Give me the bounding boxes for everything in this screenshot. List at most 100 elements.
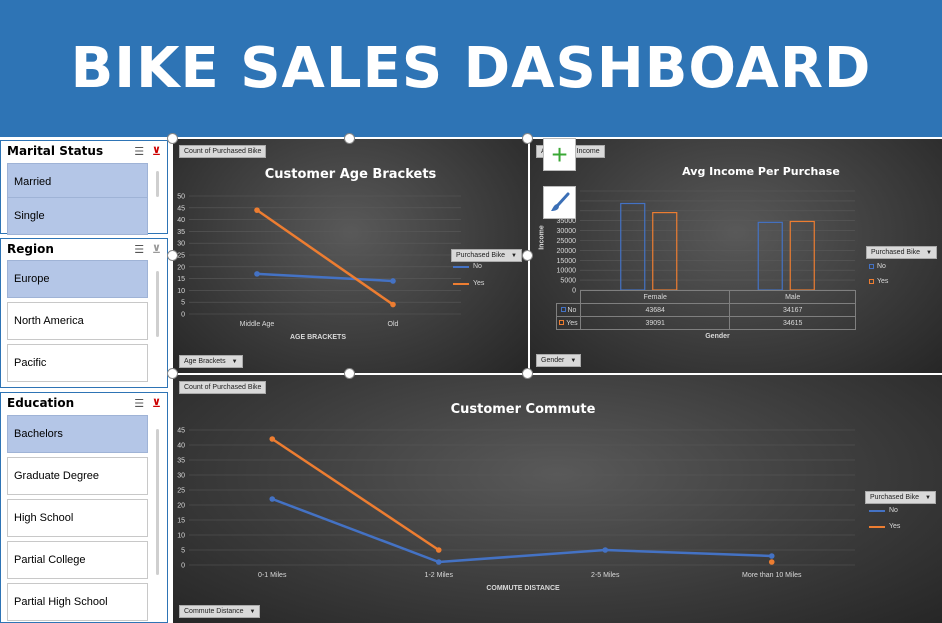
- slicer-marital-status: Marital Status ☰ ⊻ Married Single: [0, 140, 168, 235]
- y-tick-label: 35: [177, 229, 185, 236]
- axis-field-button[interactable]: Commute Distance ▼: [179, 605, 261, 618]
- x-tick-label: Middle Age: [240, 321, 275, 328]
- axis-field-button[interactable]: Age Brackets ▼: [179, 355, 243, 368]
- resize-handle[interactable]: [522, 133, 533, 144]
- multi-select-icon[interactable]: ☰: [134, 242, 145, 256]
- legend-field-button[interactable]: Purchased Bike ▼: [866, 246, 937, 259]
- value-field-button[interactable]: Count of Purchased Bike: [179, 145, 267, 158]
- y-tick-label: 5: [181, 548, 185, 555]
- table-cell: 43684: [579, 303, 731, 317]
- clear-filter-icon[interactable]: ⊻: [152, 242, 161, 256]
- slicer-item-high-school[interactable]: High School: [7, 499, 148, 537]
- resize-handle[interactable]: [167, 133, 178, 144]
- value-field-button[interactable]: Count of Purchased Bike: [179, 381, 267, 394]
- series-line-yes: [271, 437, 440, 552]
- y-tick-label: 0: [181, 563, 185, 570]
- y-tick-label: 35000: [557, 218, 577, 225]
- slicer-title: Marital Status: [7, 144, 104, 158]
- clear-filter-icon[interactable]: ⊻: [152, 396, 161, 410]
- legend-item-no: No: [869, 263, 886, 270]
- customer-commute-chart[interactable]: Count of Purchased Bike Customer Commute…: [173, 375, 942, 623]
- resize-handle[interactable]: [522, 250, 533, 261]
- slicer-item-married[interactable]: Married: [7, 163, 148, 201]
- age-brackets-chart[interactable]: Count of Purchased Bike Customer Age Bra…: [173, 139, 528, 373]
- y-tick-label: 25: [177, 488, 185, 495]
- slicer-item-pacific[interactable]: Pacific: [7, 344, 148, 382]
- clear-filter-icon[interactable]: ⊻: [152, 144, 161, 158]
- commute-chart-plot: 45 40 35 30 25 20 15 10 5 0 0-1 Miles 1-2 Miles 2-5 …: [177, 428, 855, 579]
- data-point-no: [602, 547, 609, 553]
- x-tick-label: Old: [388, 321, 399, 328]
- y-tick-label: 30: [177, 241, 185, 248]
- legend-item-no: No: [453, 263, 482, 270]
- y-tick-label: 10000: [557, 268, 577, 275]
- multi-select-icon[interactable]: ☰: [134, 396, 145, 410]
- table-cell: 34615: [729, 316, 856, 330]
- x-axis-title: AGE BRACKETS: [289, 334, 346, 341]
- data-point-yes: [254, 207, 260, 213]
- slicer-item-single[interactable]: Single: [7, 197, 148, 235]
- x-tick-label: More than 10 Miles: [742, 572, 802, 579]
- slicer-scrollbar[interactable]: [156, 429, 159, 575]
- table-row: No 43684 34167: [556, 303, 856, 317]
- data-point-no: [768, 553, 775, 559]
- data-point-yes: [269, 436, 276, 442]
- resize-handle[interactable]: [167, 250, 178, 261]
- multi-select-icon[interactable]: ☰: [134, 144, 145, 158]
- y-tick-label: 40: [177, 217, 185, 224]
- y-tick-label: 50: [177, 194, 185, 201]
- slicer-item-partial-college[interactable]: Partial College: [7, 541, 148, 579]
- chart-title: Avg Income Per Purchase: [682, 165, 840, 178]
- avg-income-chart[interactable]: Average of Income Avg Income Per Purchas…: [530, 139, 942, 373]
- data-table: Female Male No 43684 34167 Yes 39091 346…: [556, 290, 856, 330]
- bar-yes: [789, 220, 815, 291]
- y-tick-label: 10: [177, 288, 185, 295]
- slicer-scrollbar[interactable]: [156, 171, 159, 197]
- series-line-no: [256, 272, 394, 283]
- resize-handle[interactable]: [344, 133, 355, 144]
- slicer-education: Education ☰ ⊻ Bachelors Graduate Degree …: [0, 392, 168, 623]
- chart-title: Customer Commute: [450, 402, 596, 417]
- legend-item-yes: Yes: [869, 278, 888, 285]
- slicer-region: Region ☰ ⊻ Europe North America Pacific: [0, 238, 168, 388]
- x-tick-label: 2-5 Miles: [591, 572, 620, 579]
- data-point-no: [435, 559, 442, 565]
- bar-no: [620, 202, 646, 291]
- slicer-item-north-america[interactable]: North America: [7, 302, 148, 340]
- resize-handle[interactable]: [167, 368, 178, 379]
- legend-field-button[interactable]: Purchased Bike ▼: [451, 249, 522, 262]
- series-line-no: [271, 497, 440, 564]
- bar-yes: [652, 211, 678, 291]
- data-point-no: [269, 496, 276, 502]
- slicer-item-graduate-degree[interactable]: Graduate Degree: [7, 457, 148, 495]
- resize-handle[interactable]: [522, 368, 533, 379]
- legend-field-button[interactable]: Purchased Bike ▼: [865, 491, 936, 504]
- y-tick-label: 20: [177, 264, 185, 271]
- table-row: Yes 39091 34615: [556, 316, 856, 330]
- y-tick-label: 15000: [557, 258, 577, 265]
- resize-handle[interactable]: [344, 368, 355, 379]
- slicer-item-bachelors[interactable]: Bachelors: [7, 415, 148, 453]
- slicer-item-europe[interactable]: Europe: [7, 260, 148, 298]
- chart-elements-button[interactable]: +: [543, 138, 576, 171]
- y-tick-label: 10: [177, 533, 185, 540]
- data-point-yes: [435, 547, 442, 553]
- y-tick-label: 15: [177, 276, 185, 283]
- y-axis-title: Income: [538, 225, 546, 250]
- slicer-item-partial-high-school[interactable]: Partial High School: [7, 583, 148, 621]
- chart-title: Customer Age Brackets: [264, 167, 437, 182]
- y-tick-label: 30000: [557, 228, 577, 235]
- y-tick-label: 15: [177, 518, 185, 525]
- y-tick-label: 45: [177, 205, 185, 212]
- brush-icon: [550, 192, 569, 211]
- data-point-no: [254, 271, 260, 277]
- slicer-title: Region: [7, 242, 54, 256]
- x-axis-title: Gender: [705, 333, 730, 340]
- dashboard-header: BIKE SALES DASHBOARD: [0, 0, 942, 137]
- chart-styles-button[interactable]: [543, 186, 576, 219]
- y-tick-label: 40: [177, 443, 185, 450]
- table-cell: 39091: [579, 316, 731, 330]
- slicer-scrollbar[interactable]: [156, 271, 159, 337]
- axis-field-button[interactable]: Gender ▼: [536, 354, 582, 367]
